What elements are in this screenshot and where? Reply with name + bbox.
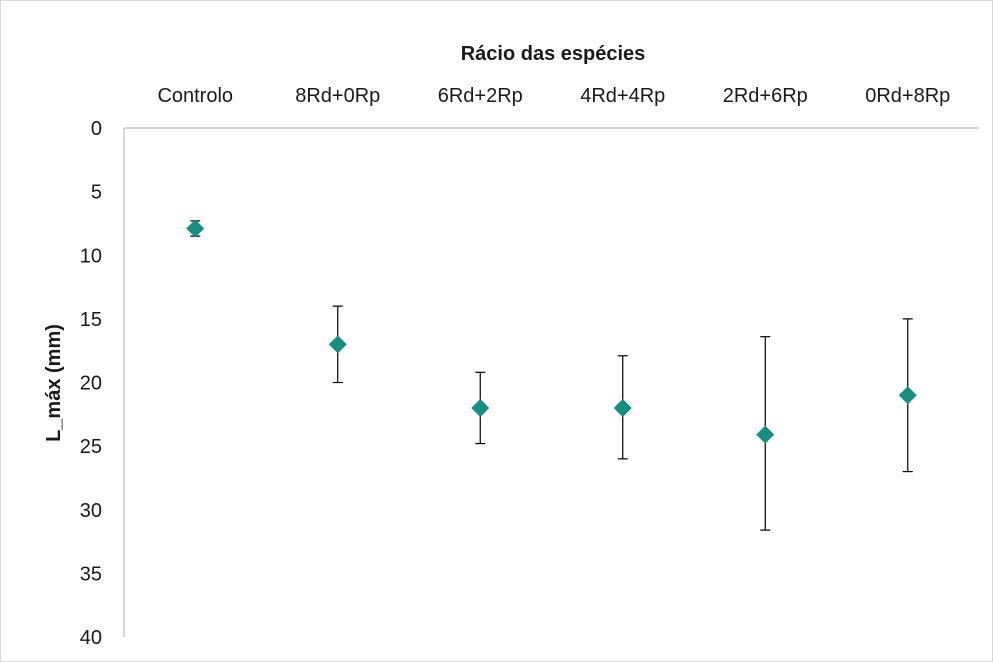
y-axis-title: L_máx (mm) (43, 324, 65, 442)
y-tick-label: 10 (80, 245, 102, 267)
y-tick-label: 5 (91, 182, 102, 204)
x-axis-title: Rácio das espécies (461, 43, 646, 65)
data-point (756, 425, 775, 444)
data-point (328, 335, 347, 354)
data-point (471, 398, 490, 417)
x-tick-label: Controlo (157, 85, 233, 107)
x-tick-label: 0Rd+8Rp (865, 85, 950, 107)
x-tick-label: 2Rd+6Rp (723, 85, 808, 107)
y-tick-label: 15 (80, 309, 102, 331)
data-point (613, 398, 632, 417)
data-point (186, 219, 205, 238)
axes-layer (123, 127, 979, 637)
y-tick-label: 0 (91, 118, 102, 140)
data-point (898, 386, 917, 405)
y-tick-label: 30 (80, 500, 102, 522)
y-tick-label: 25 (80, 436, 102, 458)
x-tick-label: 4Rd+4Rp (580, 85, 665, 107)
tick-labels: 0 5 10 15 20 25 30 35 40 Controlo 8Rd+0Rp 6Rd+2Rp 4R… (80, 85, 951, 649)
x-tick-label: 6Rd+2Rp (438, 85, 523, 107)
y-tick-label: 20 (80, 373, 102, 395)
data-markers (186, 219, 917, 444)
x-tick-label: 8Rd+0Rp (295, 85, 380, 107)
y-tick-label: 35 (80, 563, 102, 585)
y-tick-label: 40 (80, 627, 102, 649)
